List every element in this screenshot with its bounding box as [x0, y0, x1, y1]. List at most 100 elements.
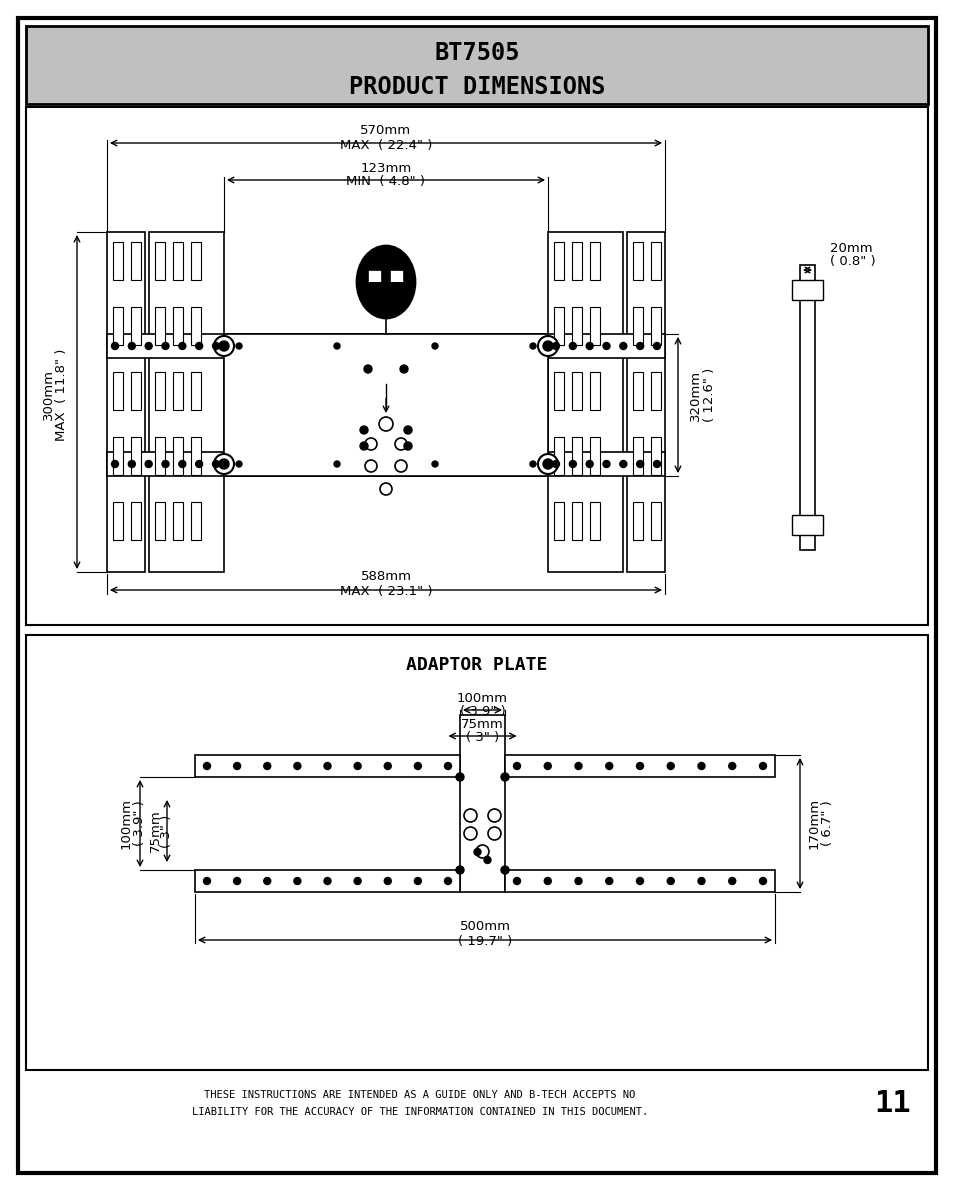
Bar [572, 501, 581, 540]
Circle shape [263, 878, 271, 885]
Circle shape [636, 461, 643, 468]
Bar [154, 242, 165, 280]
Bar [572, 372, 581, 410]
Bar [154, 501, 165, 540]
Circle shape [728, 762, 735, 769]
Circle shape [456, 866, 463, 874]
Circle shape [569, 461, 576, 468]
Circle shape [530, 461, 536, 467]
Circle shape [619, 343, 626, 349]
Bar [26, 635, 927, 1070]
Text: ( 12.6" ): ( 12.6" ) [702, 368, 716, 422]
Circle shape [432, 461, 437, 467]
Text: 500mm: 500mm [459, 921, 510, 934]
Bar [633, 242, 642, 280]
Circle shape [178, 461, 186, 468]
Circle shape [585, 461, 593, 468]
Text: ( 0.8" ): ( 0.8" ) [829, 256, 875, 268]
Bar [459, 715, 504, 892]
Bar [172, 372, 183, 410]
Bar [547, 232, 622, 572]
Circle shape [195, 343, 202, 349]
Circle shape [483, 856, 491, 863]
Bar [154, 437, 165, 475]
Bar [633, 501, 642, 540]
Bar [633, 437, 642, 475]
Circle shape [619, 461, 626, 468]
Text: MIN  ( 4.8" ): MIN ( 4.8" ) [346, 175, 425, 188]
Text: ( 3" ): ( 3" ) [160, 815, 173, 848]
Circle shape [384, 878, 391, 885]
Circle shape [219, 341, 229, 351]
Text: 300mm: 300mm [42, 369, 54, 420]
Ellipse shape [356, 247, 415, 318]
Bar [572, 437, 581, 475]
Bar [154, 307, 165, 345]
Text: 570mm: 570mm [360, 125, 411, 137]
Circle shape [698, 878, 704, 885]
Circle shape [354, 762, 361, 769]
Bar [650, 372, 660, 410]
Text: PRODUCT DIMENSIONS: PRODUCT DIMENSIONS [349, 75, 604, 99]
Circle shape [334, 343, 339, 349]
Circle shape [513, 762, 520, 769]
Bar [390, 270, 403, 282]
Bar [112, 307, 123, 345]
Bar [554, 372, 563, 410]
Text: LIABILITY FOR THE ACCURACY OF THE INFORMATION CONTAINED IN THIS DOCUMENT.: LIABILITY FOR THE ACCURACY OF THE INFORM… [192, 1106, 647, 1117]
Circle shape [403, 426, 412, 434]
Bar [650, 307, 660, 345]
Circle shape [636, 762, 643, 769]
Circle shape [263, 762, 271, 769]
Circle shape [653, 343, 659, 349]
Circle shape [162, 461, 169, 468]
Circle shape [698, 762, 704, 769]
Text: BT7505: BT7505 [434, 40, 519, 66]
Bar [131, 307, 141, 345]
Bar [107, 453, 664, 476]
Circle shape [213, 343, 219, 349]
Bar [172, 307, 183, 345]
Circle shape [359, 442, 368, 450]
Circle shape [233, 762, 240, 769]
Circle shape [636, 343, 643, 349]
Text: 123mm: 123mm [360, 162, 411, 175]
Circle shape [213, 336, 233, 356]
Text: MAX  ( 22.4" ): MAX ( 22.4" ) [339, 138, 432, 151]
Circle shape [605, 762, 612, 769]
Bar [149, 232, 224, 572]
Text: 170mm: 170mm [806, 798, 820, 849]
Bar [589, 372, 599, 410]
Circle shape [537, 454, 558, 474]
Bar [626, 232, 664, 572]
Text: ADAPTOR PLATE: ADAPTOR PLATE [406, 656, 547, 674]
Circle shape [324, 762, 331, 769]
Circle shape [129, 343, 135, 349]
Bar [633, 372, 642, 410]
Bar [107, 333, 664, 358]
Circle shape [759, 762, 765, 769]
Circle shape [354, 878, 361, 885]
Text: 20mm: 20mm [829, 242, 872, 255]
Bar [589, 501, 599, 540]
Circle shape [359, 426, 368, 434]
Circle shape [213, 454, 233, 474]
Circle shape [399, 364, 408, 373]
Bar [650, 501, 660, 540]
Circle shape [530, 343, 536, 349]
Circle shape [500, 866, 509, 874]
Bar [131, 242, 141, 280]
Circle shape [213, 461, 219, 468]
Circle shape [294, 762, 300, 769]
Text: 588mm: 588mm [360, 570, 411, 584]
Circle shape [112, 461, 118, 468]
Bar [112, 242, 123, 280]
Bar [368, 270, 381, 282]
Circle shape [569, 343, 576, 349]
Bar [172, 437, 183, 475]
Circle shape [552, 461, 558, 468]
Bar [191, 242, 201, 280]
Bar [191, 501, 201, 540]
Circle shape [575, 762, 581, 769]
Circle shape [334, 461, 339, 467]
